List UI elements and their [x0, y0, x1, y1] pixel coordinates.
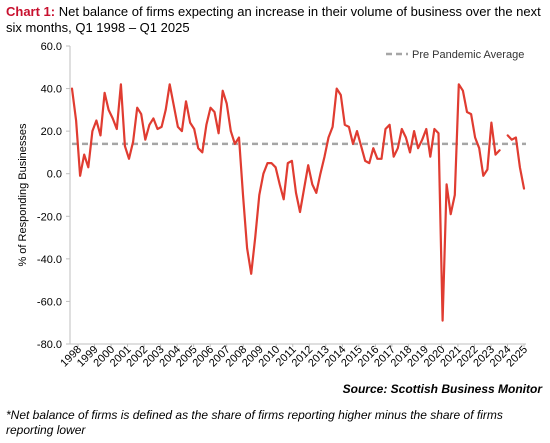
series-line — [506, 134, 526, 190]
y-tick-label: -80.0 — [37, 339, 62, 351]
y-tick-label: -60.0 — [37, 296, 62, 308]
footnote: *Net balance of firms is defined as the … — [6, 408, 503, 437]
y-tick-label: -20.0 — [37, 211, 62, 223]
chart-label: Chart 1: — [6, 4, 56, 19]
y-axis-title: % of Responding Businesses — [17, 123, 29, 267]
y-tick-label: 60.0 — [41, 41, 62, 53]
y-tick-label: -40.0 — [37, 254, 62, 266]
series-line — [70, 83, 501, 322]
y-tick-label: 20.0 — [41, 126, 62, 138]
y-tick-label: 0.0 — [47, 169, 62, 181]
chart-title: Chart 1: Net balance of firms expecting … — [6, 4, 544, 36]
y-tick-label: 40.0 — [41, 84, 62, 96]
source-note: Source: Scottish Business Monitor — [342, 382, 542, 396]
legend-label: Pre Pandemic Average — [412, 49, 524, 61]
chart-title-text: Net balance of firms expecting an increa… — [6, 4, 541, 35]
